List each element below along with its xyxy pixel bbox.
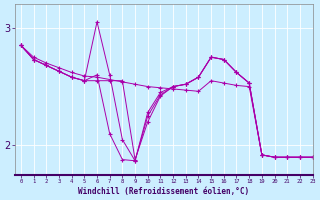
- X-axis label: Windchill (Refroidissement éolien,°C): Windchill (Refroidissement éolien,°C): [78, 187, 249, 196]
